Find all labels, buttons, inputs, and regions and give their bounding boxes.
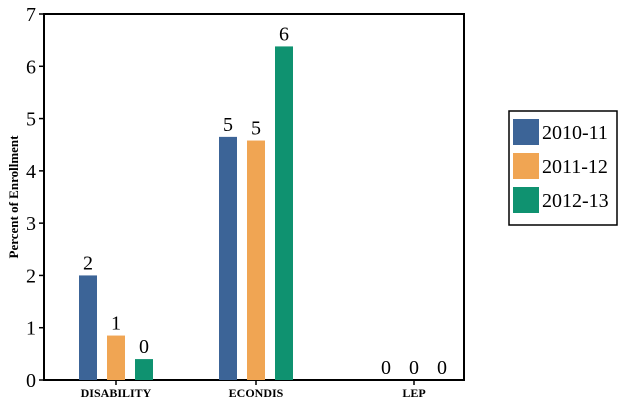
data-label: 0 — [409, 357, 419, 379]
legend-label: 2011-12 — [542, 156, 608, 178]
x-category-label: LEP — [402, 386, 425, 400]
data-label: 0 — [381, 357, 391, 379]
y-axis-label: Percent of Enrollment — [6, 135, 21, 259]
y-tick-label: 2 — [26, 265, 36, 287]
data-label: 6 — [279, 23, 289, 45]
bar-2012-13-DISABILITY — [135, 359, 153, 380]
data-label: 1 — [111, 313, 121, 335]
legend-label: 2010-11 — [542, 122, 608, 144]
bar-2012-13-ECONDIS — [275, 46, 293, 380]
data-label: 5 — [251, 118, 261, 140]
legend-label: 2012-13 — [542, 190, 609, 212]
legend-swatch-2010-11 — [513, 119, 539, 145]
y-tick-label: 6 — [26, 56, 36, 78]
data-label: 0 — [139, 336, 149, 358]
x-category-label: ECONDIS — [229, 386, 284, 400]
bar-2010-11-ECONDIS — [219, 136, 237, 380]
y-tick-label: 5 — [26, 109, 36, 131]
y-tick-label: 4 — [26, 161, 36, 183]
bar-2011-12-DISABILITY — [107, 335, 125, 380]
y-tick-label: 0 — [26, 370, 36, 392]
legend: 2010-11 2011-12 2012-13 — [508, 110, 618, 226]
y-tick-label: 3 — [26, 213, 36, 235]
legend-swatch-2012-13 — [513, 187, 539, 213]
data-label: 5 — [223, 114, 233, 136]
bar-2011-12-ECONDIS — [247, 140, 265, 380]
bar-2010-11-DISABILITY — [79, 275, 97, 380]
y-tick-label: 7 — [26, 4, 36, 26]
data-label: 0 — [437, 357, 447, 379]
x-category-label: DISABILITY — [81, 386, 152, 400]
legend-swatch-2011-12 — [513, 153, 539, 179]
y-tick-label: 1 — [26, 318, 36, 340]
data-label: 2 — [83, 252, 93, 274]
